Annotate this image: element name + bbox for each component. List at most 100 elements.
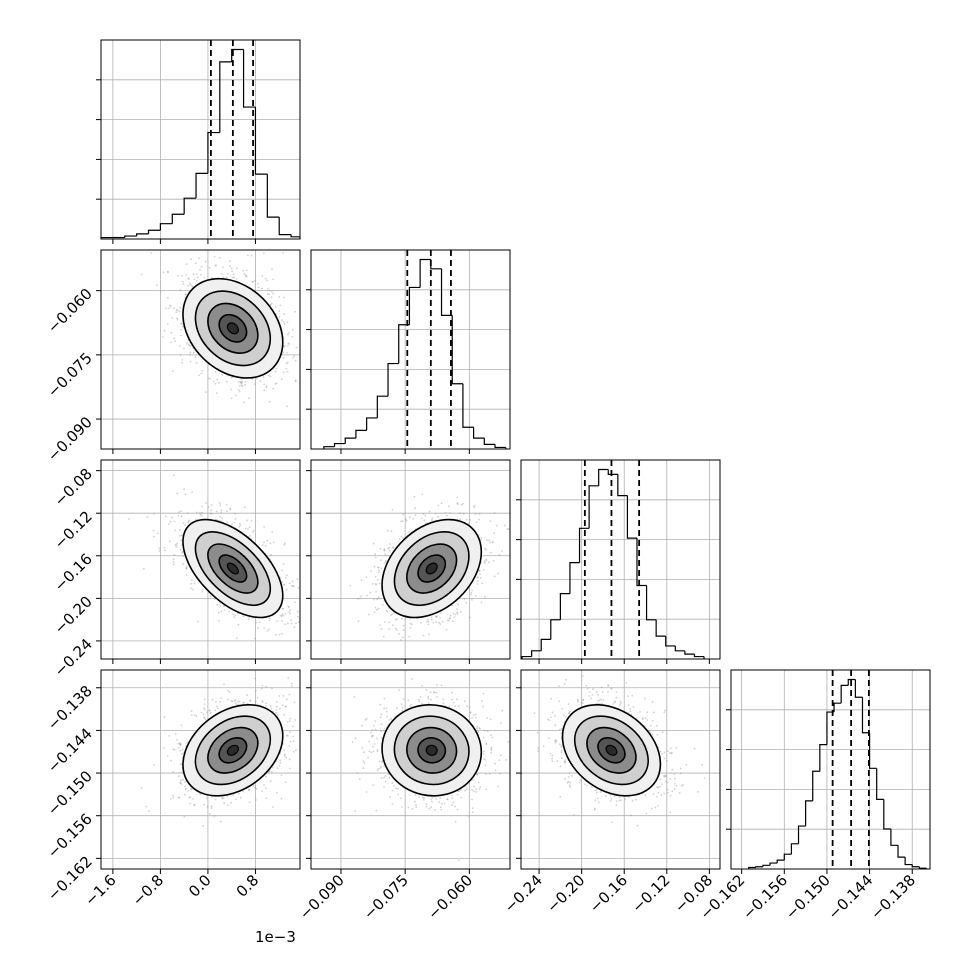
sample-point — [287, 333, 289, 336]
sample-point — [230, 267, 233, 270]
sample-point — [367, 613, 370, 616]
sample-point — [297, 586, 300, 589]
sample-point — [220, 610, 223, 613]
sample-point — [377, 566, 380, 569]
sample-point — [220, 272, 223, 275]
sample-point — [200, 265, 203, 268]
sample-point — [256, 282, 259, 285]
sample-point — [284, 542, 286, 545]
sample-point — [474, 595, 477, 597]
sample-point — [173, 520, 176, 523]
sample-point — [287, 605, 289, 608]
sample-point — [286, 622, 289, 625]
sample-point — [238, 390, 241, 393]
sample-point — [427, 619, 429, 621]
sample-point — [476, 576, 479, 579]
histogram-bin — [124, 235, 137, 238]
sample-point — [289, 717, 292, 720]
sample-point — [210, 504, 213, 506]
sample-point — [263, 526, 266, 528]
histogram-bin — [171, 213, 185, 224]
sample-point — [184, 788, 187, 791]
sample-point — [164, 549, 167, 552]
sample-point — [297, 610, 299, 613]
sample-point — [398, 632, 400, 635]
sample-point — [283, 296, 286, 299]
sample-point — [273, 541, 275, 544]
sample-point — [237, 612, 239, 615]
histogram-bin — [540, 638, 551, 651]
sample-point — [408, 531, 410, 533]
sample-point — [288, 745, 291, 748]
sample-point — [175, 544, 178, 546]
sample-point — [233, 276, 236, 279]
sample-point — [278, 695, 280, 697]
sample-point — [392, 546, 395, 549]
sample-point — [473, 504, 476, 507]
sample-point — [434, 512, 437, 515]
sample-point — [490, 551, 492, 554]
sample-point — [285, 756, 288, 759]
sample-point — [437, 504, 440, 507]
sample-point — [220, 520, 223, 522]
sample-point — [440, 502, 443, 505]
sample-point — [281, 569, 284, 572]
sample-point — [278, 316, 281, 319]
sample-point — [268, 400, 271, 403]
sample-point — [210, 807, 213, 809]
sample-point — [213, 380, 215, 383]
sample-point — [247, 618, 250, 621]
sample-point — [215, 510, 218, 513]
panel-border — [100, 39, 301, 240]
density-contour — [226, 562, 239, 575]
sample-point — [276, 620, 278, 622]
sample-point — [188, 519, 191, 522]
panel-border — [310, 249, 511, 450]
sample-point — [201, 512, 204, 514]
sample-point — [280, 319, 283, 322]
sample-point — [220, 509, 223, 511]
sample-point — [251, 281, 254, 283]
sample-point — [263, 389, 266, 392]
histogram-bin — [840, 684, 849, 704]
sample-point — [480, 601, 483, 604]
sample-point — [434, 615, 437, 618]
sample-point — [480, 536, 483, 539]
sample-point — [203, 703, 206, 705]
sample-point — [408, 635, 411, 638]
sample-point — [383, 621, 386, 623]
sample-point — [256, 377, 258, 380]
histogram-bin — [494, 444, 506, 449]
sample-point — [483, 561, 486, 564]
sample-point — [230, 700, 233, 702]
sample-point — [492, 541, 494, 544]
sample-point — [171, 316, 174, 319]
sample-point — [244, 383, 247, 386]
histogram-bin — [231, 48, 244, 62]
sample-point — [439, 612, 442, 614]
sample-point — [215, 392, 218, 394]
sample-point — [173, 337, 176, 340]
sample-point — [441, 620, 444, 623]
sample-point — [233, 616, 236, 619]
sample-point — [189, 351, 192, 354]
sample-point — [378, 582, 381, 585]
histogram-bin — [531, 650, 542, 657]
sample-point — [285, 576, 287, 579]
histogram-bin — [762, 864, 771, 867]
density-contour — [425, 562, 438, 575]
sample-point — [199, 511, 201, 514]
sample-point — [182, 555, 184, 558]
sample-point — [476, 583, 479, 585]
sample-point — [209, 712, 212, 714]
histogram-bin — [278, 217, 292, 236]
histogram-bin — [376, 395, 389, 418]
sample-point — [488, 539, 490, 542]
sample-point — [201, 588, 204, 591]
sample-point — [229, 507, 231, 510]
sample-point — [238, 793, 240, 795]
sample-point — [391, 613, 393, 616]
sample-point — [272, 387, 275, 390]
histogram-bin — [473, 427, 485, 439]
sample-point — [454, 613, 457, 616]
